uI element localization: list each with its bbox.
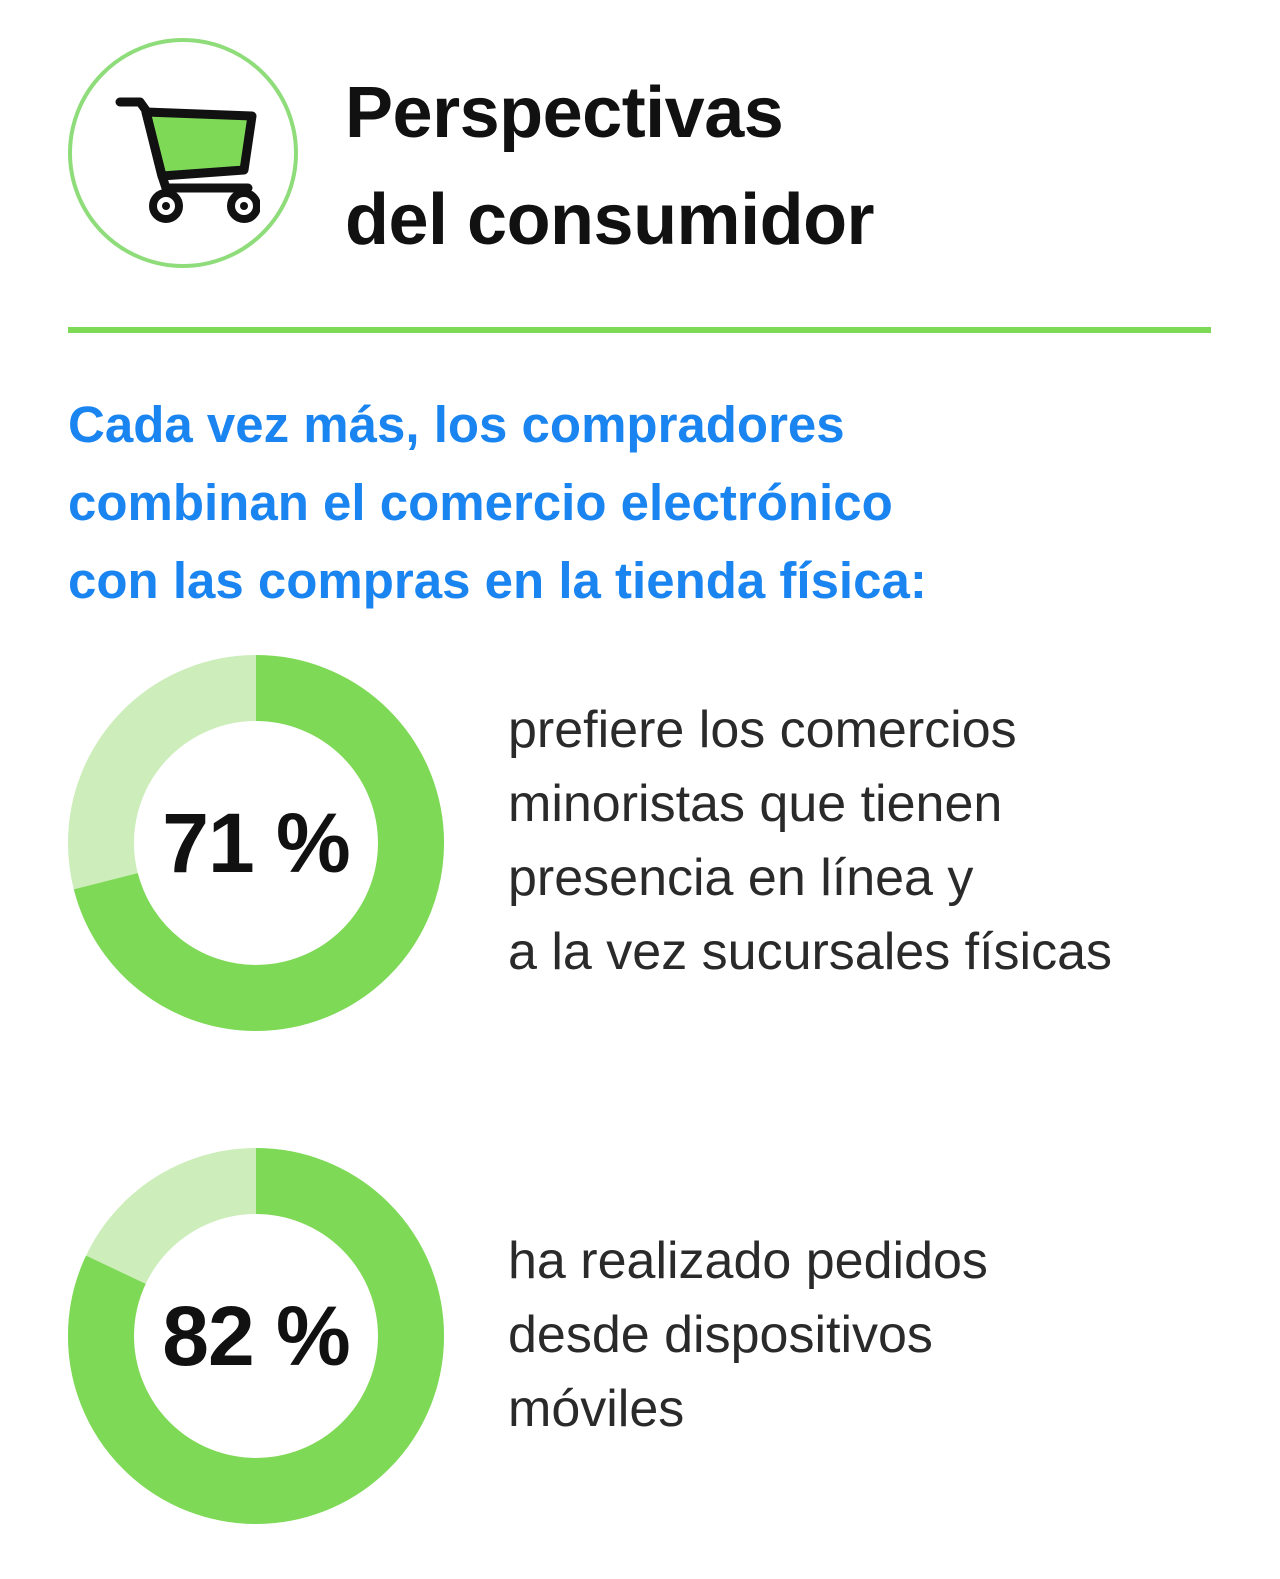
donut-value-segment <box>68 655 444 1031</box>
stat-description-2: ha realizado pedidos desde dispositivos … <box>508 1224 988 1446</box>
stat-2-line-3: móviles <box>508 1380 685 1438</box>
intro-line-1: Cada vez más, los compradores <box>68 396 845 453</box>
stat-1-line-3: presencia en línea y <box>508 849 974 907</box>
shopping-cart-icon <box>115 97 260 223</box>
donut-value-2: 82 % <box>162 1288 350 1383</box>
stat-1-line-4: a la vez sucursales físicas <box>508 923 1113 981</box>
stat-2-line-2: desde dispositivos <box>508 1306 933 1364</box>
stat-1-line-2: minoristas que tienen <box>508 775 1003 833</box>
donut-value-1: 71 % <box>162 795 350 890</box>
title-line-2: del consumidor <box>345 180 875 260</box>
stat-2-line-1: ha realizado pedidos <box>508 1232 988 1290</box>
header: Perspectivas del consumidor <box>68 38 1218 278</box>
stat-block-1: 71 % prefiere los comercios minoristas q… <box>68 655 1248 1035</box>
stat-block-2: 82 % ha realizado pedidos desde disposit… <box>68 1148 1248 1528</box>
intro-headline: Cada vez más, los compradores combinan e… <box>68 386 1218 620</box>
donut-value-segment <box>68 1148 444 1524</box>
intro-line-2: combinan el comercio electrónico <box>68 474 893 531</box>
title-line-1: Perspectivas <box>345 73 784 153</box>
stat-1-line-1: prefiere los comercios <box>508 701 1017 759</box>
donut-chart-1 <box>68 655 444 1031</box>
page-title: Perspectivas del consumidor <box>345 60 875 274</box>
section-divider <box>68 327 1211 333</box>
intro-line-3: con las compras en la tienda física: <box>68 552 927 609</box>
stat-description-1: prefiere los comercios minoristas que ti… <box>508 693 1112 989</box>
cart-badge <box>68 38 298 268</box>
donut-chart-2 <box>68 1148 444 1524</box>
